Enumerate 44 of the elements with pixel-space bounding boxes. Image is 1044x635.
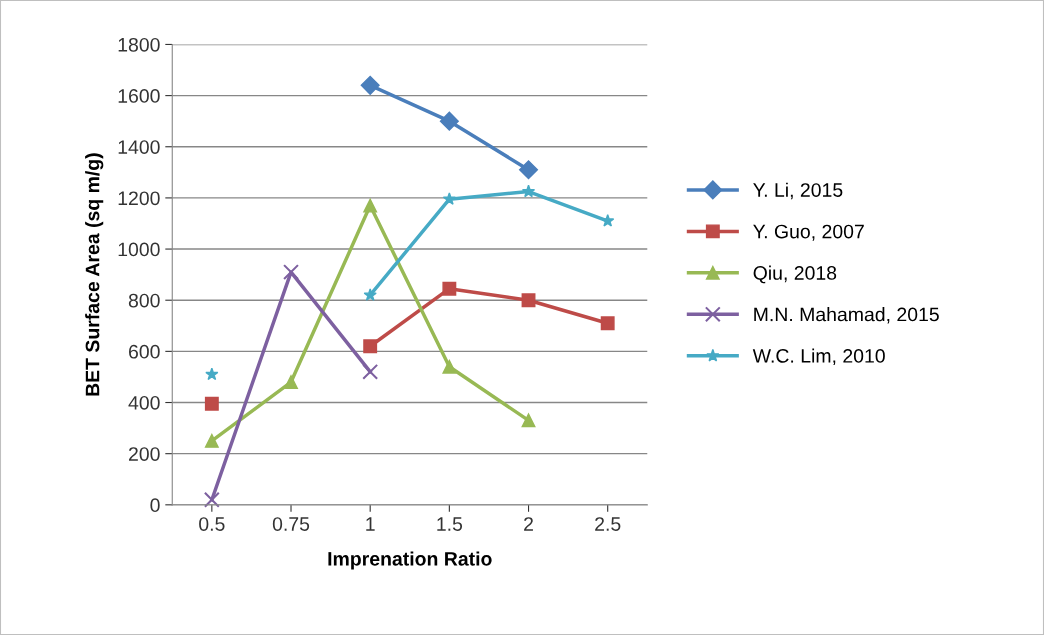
y-tick-label: 600 <box>129 344 160 359</box>
legend-label: Y. Guo, 2007 <box>753 224 864 241</box>
point <box>363 339 378 354</box>
point <box>600 316 615 331</box>
point <box>363 288 377 301</box>
y-tick-label: 200 <box>128 447 160 461</box>
y-tick-label: 1800 <box>118 37 160 52</box>
point <box>439 111 459 131</box>
y-tick-label: 800 <box>128 293 160 308</box>
point <box>518 160 539 180</box>
point <box>283 264 299 281</box>
x-tick-label: 2.5 <box>595 517 621 531</box>
y-tick-label: 0 <box>150 498 160 513</box>
point <box>360 75 380 95</box>
y-axis-title: BET Surface Area (sq m/g) <box>85 153 104 396</box>
point <box>442 192 456 205</box>
x-tick-label: 0.5 <box>199 517 225 531</box>
point <box>521 184 536 198</box>
legend-label: Qiu, 2018 <box>753 265 837 284</box>
point <box>284 375 298 390</box>
legend-label: Y. Li, 2015 <box>753 182 843 200</box>
point <box>521 413 536 428</box>
legend-label: M.N. Mahamad, 2015 <box>754 307 939 324</box>
point <box>205 367 219 381</box>
point <box>442 359 457 374</box>
y-tick-label: 1200 <box>118 191 160 206</box>
x-axis-title: Imprenation Ratio <box>328 551 492 570</box>
point <box>601 213 615 227</box>
point <box>521 293 536 308</box>
x-tick-label: 1.5 <box>437 517 463 531</box>
y-tick-label: 1600 <box>118 89 160 103</box>
point <box>362 363 379 380</box>
y-tick-label: 1000 <box>118 242 160 257</box>
point <box>442 281 457 296</box>
legend-label: W.C. Lim, 2010 <box>752 348 885 366</box>
y-tick-label: 1400 <box>118 140 160 154</box>
point <box>203 491 220 508</box>
x-tick-label: 0.75 <box>272 517 310 531</box>
point <box>204 433 219 448</box>
y-tick-label: 400 <box>128 395 160 410</box>
point <box>363 198 378 213</box>
x-tick-label: 1 <box>366 517 375 531</box>
x-tick-label: 2 <box>524 517 533 531</box>
point <box>204 396 219 411</box>
